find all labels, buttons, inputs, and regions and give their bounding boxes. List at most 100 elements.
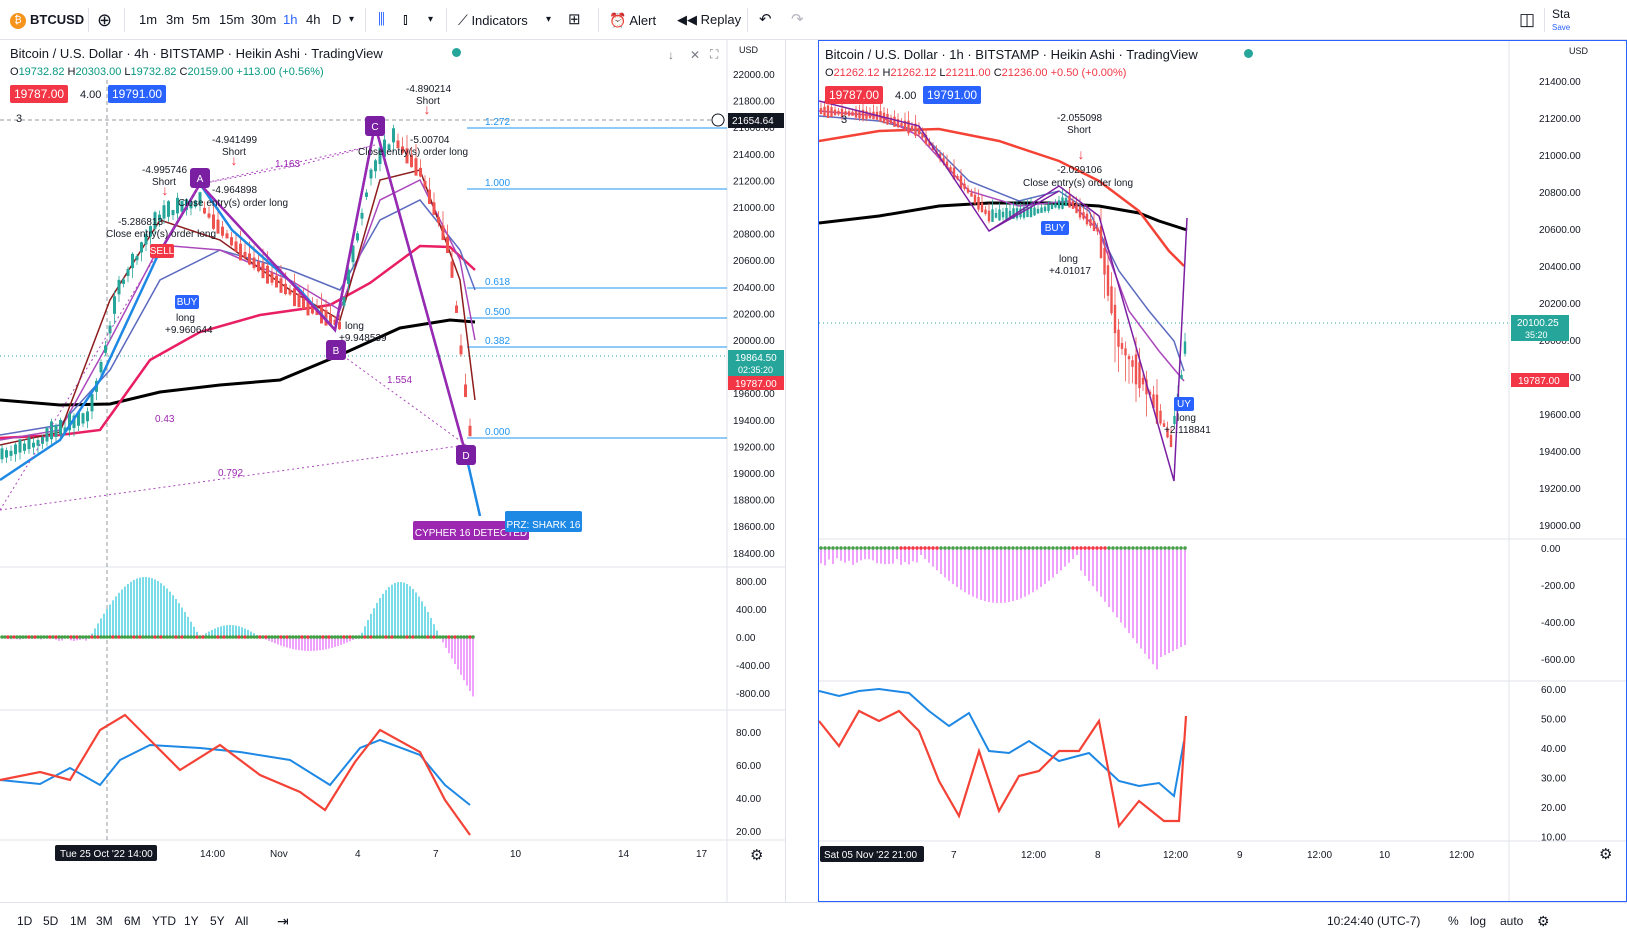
range-all[interactable]: All [235, 914, 249, 928]
auto-toggle[interactable]: auto [1500, 914, 1524, 928]
right-macd-dot [903, 546, 907, 550]
left-macd-dot [237, 635, 241, 639]
undo-icon[interactable]: ↶ [759, 11, 772, 28]
left-candle-body [207, 213, 211, 218]
left-candle-body [459, 345, 463, 355]
left-price-tick: 19600.00 [733, 389, 775, 400]
left-candle-body [338, 321, 341, 330]
left-candle-body [369, 169, 373, 179]
left-chart-canvas[interactable]: 22000.00 21800.00 21600.00 21400.00 21200.00… [0, 40, 785, 902]
left-macd-tick: 0.00 [736, 633, 756, 644]
right-rsi-tick: 40.00 [1541, 744, 1566, 755]
right-macd-dot [1159, 546, 1163, 550]
left-candle-body [126, 268, 130, 276]
left-macd-dot [123, 635, 127, 639]
left-countdown: 02:35:20 [738, 365, 773, 375]
right-chart-canvas[interactable]: 21400.00 21200.00 21000.00 20800.00 20600.00… [819, 41, 1626, 901]
left-macd-dot [327, 635, 331, 639]
right-price-tick: 20400.00 [1539, 262, 1581, 273]
interval-chevron-down-icon[interactable]: ▾ [349, 14, 355, 25]
clock-timezone[interactable]: 10:24:40 (UTC-7) [1327, 914, 1421, 928]
right-macd-dot [1091, 546, 1095, 550]
left-candle-body [108, 325, 112, 334]
right-buy-price-button[interactable]: 19791.00 [923, 86, 982, 104]
log-toggle[interactable]: log [1470, 914, 1487, 928]
right-chart-pane[interactable]: 21400.00 21200.00 21000.00 20800.00 20600.00… [818, 40, 1627, 902]
left-candle-body [135, 256, 139, 261]
interval-4h[interactable]: 4h [306, 12, 321, 27]
pane-divider[interactable] [785, 40, 818, 902]
right-candle-body [998, 209, 1001, 221]
indicators-chevron-down-icon[interactable]: ▾ [546, 14, 552, 25]
date-range-calendar-icon[interactable]: ⇥ [277, 913, 289, 929]
interval-1m[interactable]: 1m [139, 12, 158, 27]
left-candle-body [234, 241, 238, 252]
left-buy-price-button[interactable]: 19791.00 [108, 85, 167, 103]
right-settings-gear-icon[interactable]: ⚙ [1599, 846, 1613, 863]
left-crosshair-plus-icon [711, 113, 725, 127]
left-macd-dot [207, 635, 211, 639]
range-6m[interactable]: 6M [124, 914, 141, 928]
percent-toggle[interactable]: % [1448, 914, 1459, 928]
replay-button[interactable]: ◀◀ Replay [677, 0, 741, 40]
axis-settings-gear-icon[interactable]: ⚙ [1537, 913, 1550, 929]
right-buy-marker-bg [1041, 221, 1069, 235]
right-macd-dot [1035, 546, 1039, 550]
left-candle-body [374, 160, 377, 172]
range-3m[interactable]: 3M [96, 914, 113, 928]
left-chart-pane[interactable]: 22000.00 21800.00 21600.00 21400.00 21200.00… [0, 40, 785, 902]
symbol-search-button[interactable]: ₿ BTCUSD [10, 0, 84, 40]
right-macd-dot [1059, 546, 1063, 550]
left-macd-dot [318, 635, 322, 639]
right-countdown: 35:20 [1525, 330, 1548, 340]
interval-5m[interactable]: 5m [192, 12, 211, 27]
interval-1h[interactable]: 1h [283, 12, 298, 27]
left-macd-dot [369, 635, 373, 639]
left-sell-price-button[interactable]: 19787.00 [10, 85, 69, 103]
symbol-label: BTCUSD [30, 12, 85, 27]
redo-icon[interactable]: ↷ [791, 11, 804, 28]
layout-grid-icon[interactable]: ⊞ [568, 11, 581, 28]
left-point-A-bg [190, 168, 210, 188]
right-candle-body [956, 176, 959, 180]
left-close-icon[interactable]: ✕ [690, 48, 701, 62]
range-1d[interactable]: 1D [17, 914, 33, 928]
left-annotation: Short [416, 96, 440, 107]
right-candle-body [861, 109, 865, 120]
bar-style-icon[interactable]: ⫼ [378, 11, 385, 28]
candle-style-icon[interactable]: ⫾ [403, 11, 408, 28]
left-macd-dot [465, 635, 469, 639]
left-macd-dot [420, 635, 424, 639]
left-current-price-bg [728, 350, 784, 376]
left-macd-dot [255, 635, 259, 639]
left-settings-gear-icon[interactable]: ⚙ [750, 847, 764, 864]
save-button[interactable]: Sta [1552, 7, 1571, 21]
right-sell-price-button[interactable]: 19787.00 [825, 86, 884, 104]
left-macd-dot [252, 635, 256, 639]
left-macd-dot [351, 635, 355, 639]
interval-15m[interactable]: 15m [219, 12, 245, 27]
range-5y[interactable]: 5Y [210, 914, 225, 928]
right-candle-body [945, 161, 949, 169]
left-scroll-down-icon[interactable]: ↓ [668, 48, 674, 62]
interval-d[interactable]: D [332, 12, 342, 27]
left-candle-body [405, 148, 409, 164]
left-chart-title: Bitcoin / U.S. Dollar · 4h · BITSTAMP · … [10, 46, 383, 61]
compare-add-icon[interactable]: ⊕ [97, 10, 113, 30]
range-1m[interactable]: 1M [70, 914, 87, 928]
right-candle-body [1166, 428, 1169, 438]
alert-button[interactable]: ⏰ Alert [609, 0, 656, 40]
range-5d[interactable]: 5D [43, 914, 59, 928]
interval-30m[interactable]: 30m [251, 12, 277, 27]
panel-layout-icon[interactable]: ◫ [1519, 10, 1536, 29]
left-maximize-icon[interactable]: ⛶ [710, 47, 719, 61]
left-short-arrow-icon: ↓ [424, 101, 431, 117]
interval-3m[interactable]: 3m [166, 12, 185, 27]
left-buy-marker: BUY [177, 297, 198, 308]
chart-type-chevron-down-icon[interactable]: ▾ [428, 14, 434, 25]
indicators-button[interactable]: ⟋ Indicators [458, 0, 528, 40]
range-ytd[interactable]: YTD [152, 914, 176, 928]
left-macd-dot [399, 635, 403, 639]
range-1y[interactable]: 1Y [184, 914, 199, 928]
left-candle-body [50, 421, 53, 440]
